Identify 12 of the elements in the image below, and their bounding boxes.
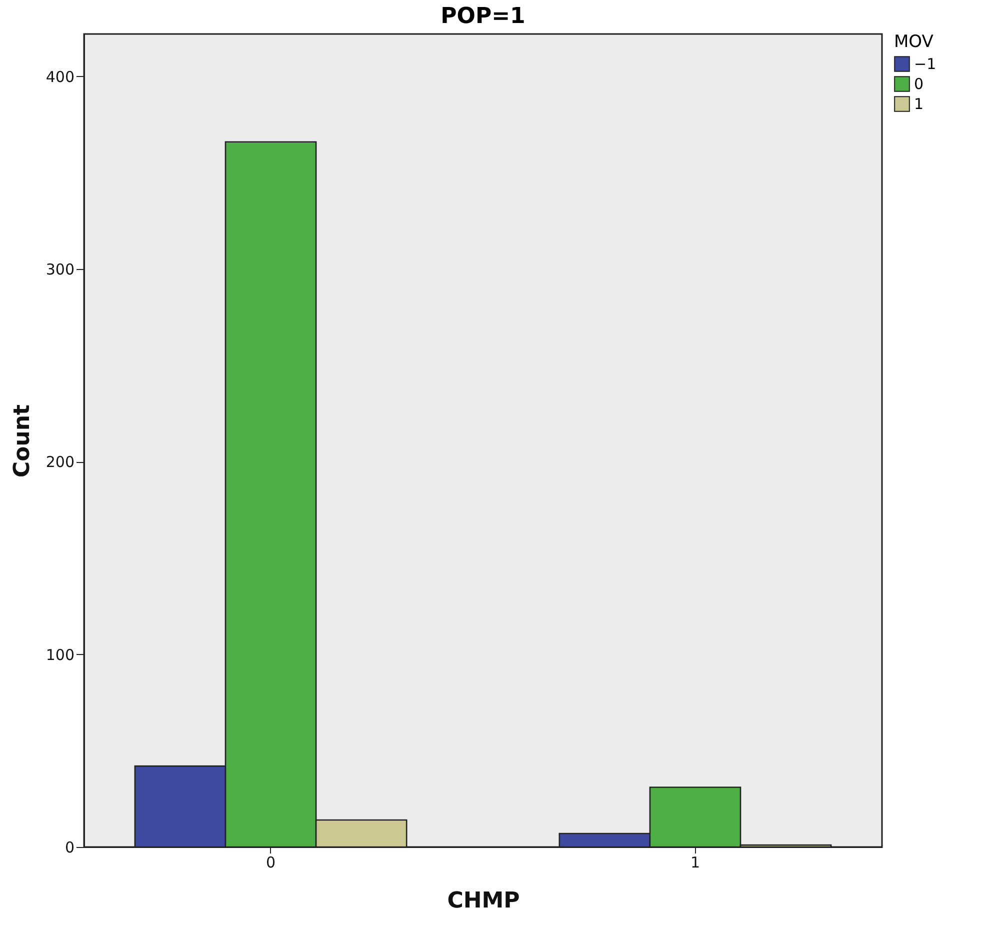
y-tick-label: 200 — [46, 453, 74, 472]
legend-label: 0 — [914, 75, 924, 93]
x-axis-title: CHMP — [447, 888, 520, 914]
legend-title: MOV — [894, 32, 934, 52]
legend-label: 1 — [914, 95, 924, 113]
y-tick-label: 400 — [46, 68, 74, 86]
y-tick-label: 100 — [46, 646, 74, 664]
y-axis-title: Count — [10, 404, 35, 478]
y-tick-label: 300 — [46, 260, 74, 279]
chart-title: POP=1 — [440, 4, 526, 29]
legend-label: −1 — [914, 55, 936, 73]
y-tick-label: 0 — [64, 838, 74, 856]
